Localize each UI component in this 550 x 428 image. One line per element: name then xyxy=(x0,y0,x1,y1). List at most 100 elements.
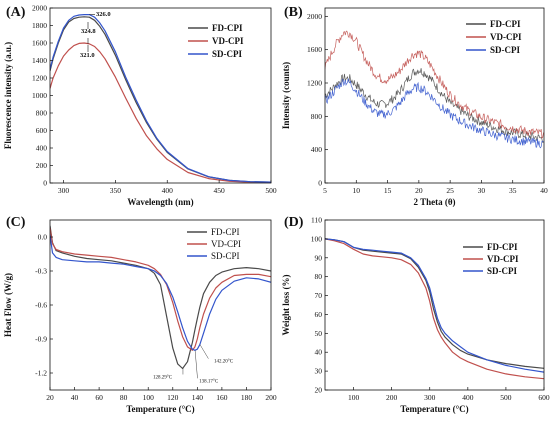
peak-annotation: 142.20°C xyxy=(214,360,234,365)
panel-label: (D) xyxy=(284,215,304,230)
y-tick-label: -0.3 xyxy=(35,267,47,276)
y-axis-label: Fluorescence intensity (a.u.) xyxy=(3,42,13,149)
y-tick-label: 600 xyxy=(36,126,48,135)
y-tick-label: 1600 xyxy=(307,45,322,54)
x-tick-label: 500 xyxy=(265,186,277,195)
x-tick-label: 25 xyxy=(446,186,454,195)
x-tick-label: 100 xyxy=(348,393,360,402)
peak-label: 326.0 xyxy=(96,11,111,18)
x-tick-label: 60 xyxy=(95,393,103,402)
plot-frame xyxy=(324,219,545,391)
x-tick-label: 30 xyxy=(478,186,486,195)
x-tick-label: 400 xyxy=(462,393,474,402)
x-tick-label: 5 xyxy=(323,186,327,195)
y-tick-label: 1400 xyxy=(32,56,47,65)
series-fd-cpi xyxy=(325,68,544,143)
y-tick-label: 40 xyxy=(315,348,323,357)
y-tick-label: 1800 xyxy=(32,21,47,30)
x-tick-label: 300 xyxy=(58,186,70,195)
legend-label: FD-CPI xyxy=(487,242,518,252)
series-vd-cpi xyxy=(325,238,544,380)
y-tick-label: 400 xyxy=(36,144,48,153)
legend-label: SD-CPI xyxy=(211,251,240,261)
panel-label: (B) xyxy=(284,5,303,20)
y-tick-label: 100 xyxy=(311,234,323,243)
x-tick-label: 450 xyxy=(213,186,225,195)
x-axis-label: Temperature (°C) xyxy=(400,404,468,414)
legend-label: FD-CPI xyxy=(212,23,243,33)
y-tick-label: 2000 xyxy=(307,12,322,21)
legend-label: VD-CPI xyxy=(487,254,519,264)
y-tick-label: 0 xyxy=(43,179,47,188)
series-sd-cpi xyxy=(325,78,544,149)
y-tick-label: -0.6 xyxy=(35,301,47,310)
x-tick-label: 600 xyxy=(538,393,550,402)
x-tick-label: 35 xyxy=(509,186,517,195)
x-tick-label: 100 xyxy=(143,393,155,402)
y-tick-label: 110 xyxy=(311,216,322,225)
panel-c: (C) 20 40 60 80 100 120 140 160 180 200 0.0 -0.3 -0.6… xyxy=(3,215,277,414)
legend-label: SD-CPI xyxy=(490,45,520,55)
y-tick-label: 50 xyxy=(315,329,323,338)
y-tick-label: 0 xyxy=(318,179,322,188)
legend-label: SD-CPI xyxy=(212,49,242,59)
x-axis-label: Temperature (°C) xyxy=(126,404,194,414)
y-tick-label: 30 xyxy=(315,367,323,376)
y-tick-label: 60 xyxy=(315,310,323,319)
x-tick-label: 10 xyxy=(353,186,361,195)
peak-label: 324.8 xyxy=(81,28,96,35)
x-axis-label: Wavelength (nm) xyxy=(127,197,193,207)
series-vd-cpi xyxy=(50,42,271,183)
series-sd-cpi xyxy=(50,14,271,183)
panel-d: (D) 100 200 300 400 500 600 20 30 40 50 60 70 80 90 100… xyxy=(281,215,550,414)
x-tick-label: 120 xyxy=(167,393,179,402)
series-fd-cpi xyxy=(50,225,271,370)
y-tick-label: 800 xyxy=(36,109,48,118)
y-tick-label: 1000 xyxy=(32,91,47,100)
y-axis-label: Weight loss (%) xyxy=(281,274,291,335)
legend-label: FD-CPI xyxy=(211,227,240,237)
legend-label: VD-CPI xyxy=(211,239,241,249)
y-tick-label: 20 xyxy=(315,386,323,395)
x-tick-label: 160 xyxy=(216,393,228,402)
y-tick-label: 400 xyxy=(311,145,323,154)
y-tick-label: 0.0 xyxy=(38,233,48,242)
x-axis-label: 2 Theta (θ) xyxy=(413,197,455,207)
x-tick-label: 200 xyxy=(265,393,277,402)
x-tick-label: 300 xyxy=(424,393,436,402)
legend-label: VD-CPI xyxy=(212,36,244,46)
legend-label: FD-CPI xyxy=(490,19,521,29)
y-axis-label: Heat Flow (W/g) xyxy=(3,273,13,337)
x-tick-label: 20 xyxy=(46,393,54,402)
x-tick-label: 180 xyxy=(241,393,253,402)
panel-a: (A) 300 350 400 450 500 0 200 400 600 800 1000 1200 1… xyxy=(3,4,277,208)
series-sd-cpi xyxy=(50,234,271,351)
y-axis-label: Intensity (counts) xyxy=(281,62,291,129)
x-tick-label: 15 xyxy=(384,186,392,195)
y-tick-label: 1200 xyxy=(307,79,322,88)
series-sd-cpi xyxy=(325,238,544,373)
peak-annotation: 128.29°C xyxy=(153,375,173,380)
y-tick-label: 800 xyxy=(311,112,323,121)
y-tick-label: -1.2 xyxy=(35,369,47,378)
series-vd-cpi xyxy=(50,227,271,351)
x-tick-label: 140 xyxy=(192,393,204,402)
x-tick-label: 40 xyxy=(71,393,79,402)
x-tick-label: 400 xyxy=(162,186,174,195)
legend-label: VD-CPI xyxy=(490,32,522,42)
y-tick-label: 70 xyxy=(315,291,323,300)
x-tick-label: 40 xyxy=(540,186,548,195)
x-tick-label: 200 xyxy=(386,393,398,402)
y-tick-label: 200 xyxy=(36,161,48,170)
x-tick-label: 350 xyxy=(110,186,122,195)
y-tick-label: 2000 xyxy=(32,4,47,13)
y-tick-label: 1200 xyxy=(32,74,47,83)
peak-label: 321.0 xyxy=(80,52,95,59)
y-tick-label: 90 xyxy=(315,253,323,262)
panel-label: (C) xyxy=(6,215,26,230)
peak-annotation: 138.17°C xyxy=(199,379,219,384)
legend-label: SD-CPI xyxy=(487,266,517,276)
y-tick-label: 80 xyxy=(315,272,323,281)
